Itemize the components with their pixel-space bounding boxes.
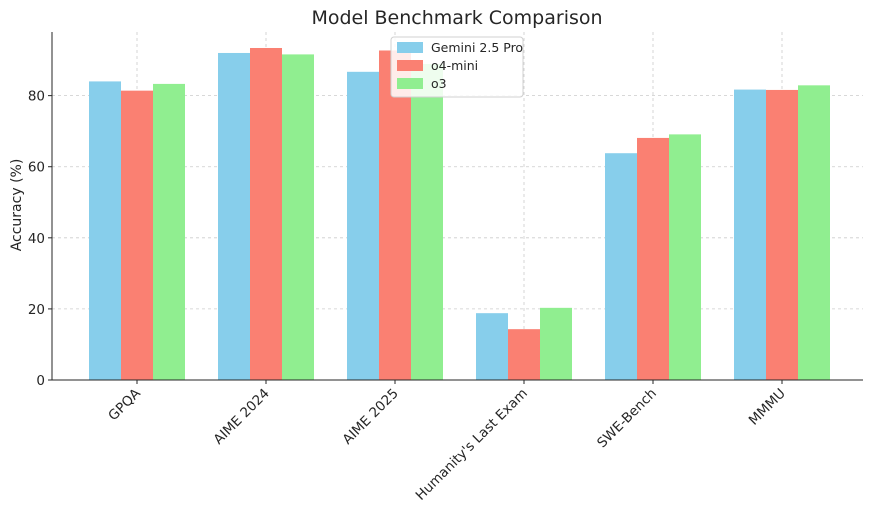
y-tick-label: 40 [28, 231, 45, 247]
bar [89, 81, 121, 380]
chart-title: Model Benchmark Comparison [311, 7, 602, 29]
y-tick-label: 0 [36, 373, 45, 389]
bars [89, 47, 830, 381]
bar [605, 153, 637, 380]
bar [121, 90, 153, 381]
x-tick-label: MMMU [746, 386, 789, 429]
bar [508, 329, 540, 380]
bar [766, 89, 798, 380]
bar [411, 63, 443, 381]
y-tick-label: 80 [28, 89, 45, 105]
legend-label: o3 [431, 76, 447, 91]
bar [379, 50, 411, 381]
legend-swatch [397, 78, 423, 89]
bar [637, 137, 669, 380]
bar [734, 89, 766, 380]
bar [540, 307, 572, 380]
legend-swatch [397, 42, 423, 53]
x-tick-label: GPQA [105, 385, 144, 424]
bar [218, 52, 250, 381]
bar [250, 47, 282, 381]
x-tick-label: Humanity's Last Exam [413, 386, 531, 504]
y-tick-label: 60 [28, 160, 45, 176]
x-tick-label: SWE-Bench [594, 386, 660, 452]
legend-swatch [397, 60, 423, 71]
legend-box [390, 36, 524, 98]
x-ticks: GPQA AIME 2024 AIME 2025 Humanity's Last Ex… [105, 380, 789, 504]
y-axis-label: Accuracy (%) [9, 159, 25, 252]
legend-label: Gemini 2.5 Pro [431, 40, 523, 55]
legend: Gemini 2.5 Pro o4-mini o3 [390, 36, 524, 98]
x-tick-label: AIME 2025 [340, 386, 402, 448]
bar [282, 54, 314, 380]
bar [476, 313, 508, 380]
axes [51, 32, 863, 381]
bar [347, 71, 379, 381]
x-tick-label: AIME 2024 [211, 386, 273, 448]
legend-label: o4-mini [431, 58, 478, 73]
y-tick-label: 20 [28, 302, 45, 318]
bar [798, 85, 830, 381]
bar [669, 134, 701, 380]
bar [153, 83, 185, 380]
y-ticks: 0 20 40 60 80 [28, 89, 52, 389]
